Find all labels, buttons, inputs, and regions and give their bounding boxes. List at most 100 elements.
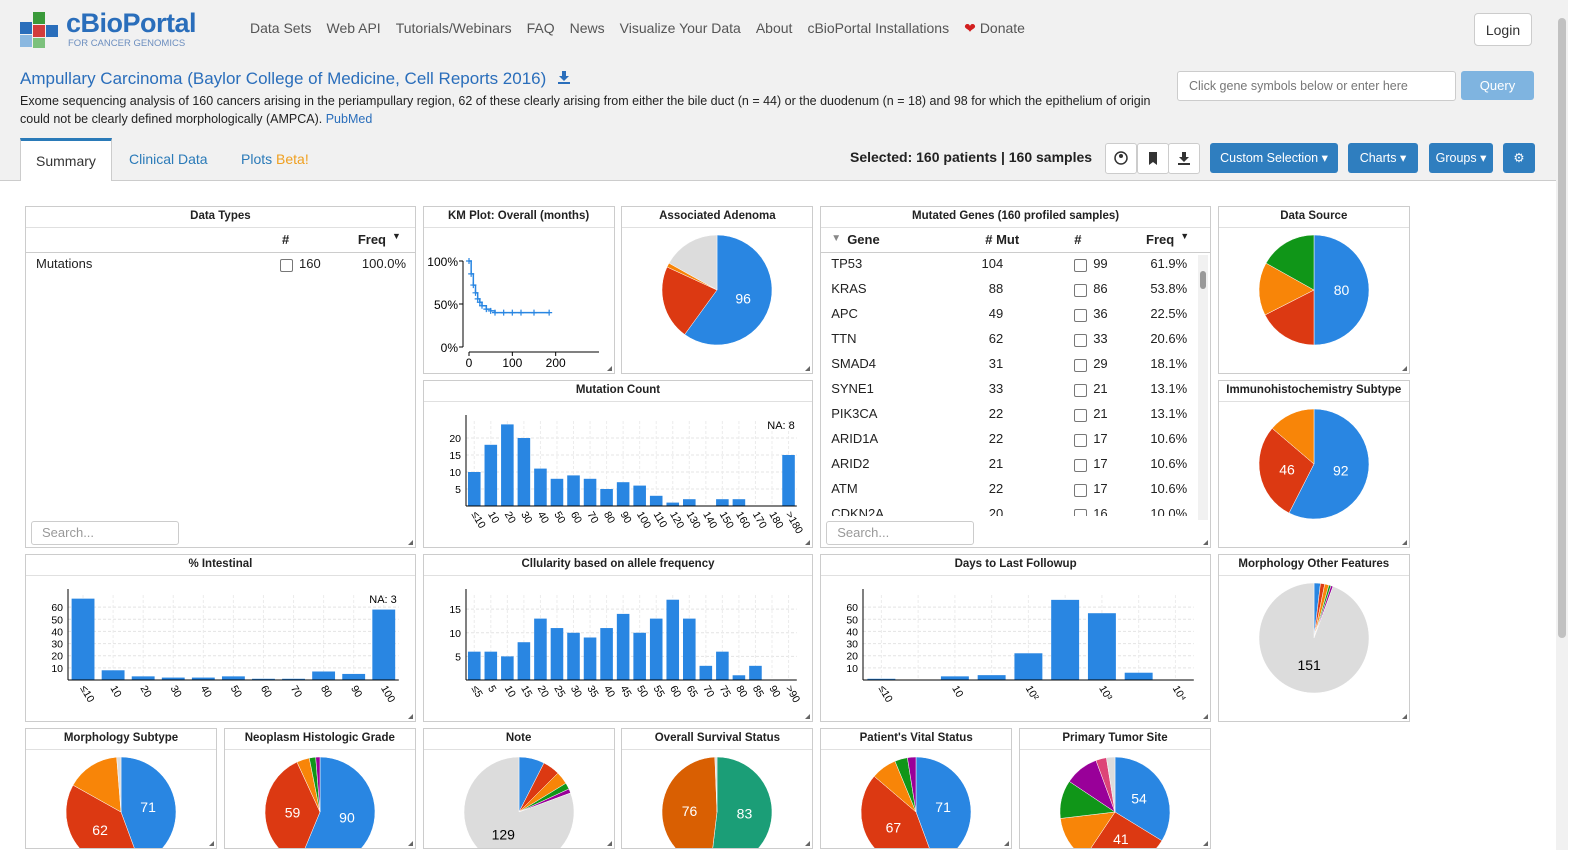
bar[interactable] <box>282 678 305 680</box>
pie-slice[interactable] <box>714 756 718 813</box>
pie-slice[interactable] <box>264 761 321 848</box>
pie-slice[interactable] <box>662 756 718 848</box>
bar[interactable] <box>732 499 745 506</box>
resize-handle[interactable] <box>606 366 612 371</box>
nav-item[interactable]: Data Sets <box>250 20 311 37</box>
bar[interactable] <box>682 618 696 680</box>
groups-button[interactable]: Groups ▾ <box>1429 143 1493 173</box>
resize-handle[interactable] <box>407 540 413 545</box>
pie-slice[interactable] <box>72 756 122 813</box>
nav-label[interactable]: Data Sets <box>250 20 312 36</box>
button-label[interactable]: Charts <box>1359 151 1397 165</box>
gene-input[interactable]: Click gene symbols below or enter here <box>1177 71 1456 101</box>
checkbox[interactable] <box>1074 259 1088 272</box>
bar[interactable] <box>517 642 530 680</box>
bar[interactable] <box>566 632 580 680</box>
scrollbar-thumb[interactable] <box>1558 18 1566 638</box>
resize-handle[interactable] <box>805 366 811 371</box>
charts-button[interactable]: Charts ▾ <box>1348 143 1418 173</box>
bar[interactable] <box>599 489 613 506</box>
pie-slice[interactable] <box>116 756 122 813</box>
nav-item[interactable]: Web API <box>326 20 380 37</box>
resize-handle[interactable] <box>805 714 811 719</box>
pie-slice[interactable] <box>1258 262 1315 316</box>
bar[interactable] <box>649 495 663 506</box>
resize-handle[interactable] <box>1202 540 1208 545</box>
study-title[interactable]: Ampullary Carcinoma (Baylor College of M… <box>20 69 571 89</box>
pie-slice[interactable] <box>907 756 917 813</box>
nav-label[interactable]: Visualize Your Data <box>619 20 741 36</box>
bar[interactable] <box>1088 613 1117 680</box>
pie-slice[interactable] <box>315 756 321 813</box>
pie-slice[interactable] <box>1084 811 1163 848</box>
resize-handle[interactable] <box>606 841 612 846</box>
bar[interactable] <box>71 598 95 680</box>
bar[interactable] <box>941 676 970 680</box>
table-cell[interactable]: ARID2 <box>831 456 870 471</box>
bar[interactable] <box>583 637 596 681</box>
pie-slice[interactable] <box>1288 408 1370 520</box>
table-cell[interactable]: ATM <box>831 481 858 496</box>
bar[interactable] <box>1014 653 1043 680</box>
bar[interactable] <box>583 478 596 506</box>
pubmed-link[interactable]: PubMed <box>325 112 373 126</box>
bar[interactable] <box>467 651 481 680</box>
bar[interactable] <box>252 678 275 680</box>
checkbox[interactable] <box>1074 409 1088 422</box>
pie-slice[interactable] <box>120 756 177 848</box>
resize-handle[interactable] <box>805 540 811 545</box>
search-input[interactable]: Search... <box>31 521 179 545</box>
resize-handle[interactable] <box>1401 540 1407 545</box>
pie-slice[interactable] <box>1271 408 1315 465</box>
button-label[interactable]: Custom Selection <box>1220 151 1319 165</box>
bar[interactable] <box>632 485 646 506</box>
bar[interactable] <box>632 632 646 680</box>
nav-item[interactable]: Tutorials/Webinars <box>396 20 512 37</box>
bar[interactable] <box>666 502 679 506</box>
bar[interactable] <box>500 656 514 680</box>
nav-label[interactable]: News <box>569 20 605 36</box>
resize-handle[interactable] <box>407 714 413 719</box>
pie-slice[interactable] <box>299 756 376 848</box>
resize-handle[interactable] <box>209 841 214 846</box>
bar[interactable] <box>533 618 547 680</box>
pie-slice[interactable] <box>1265 234 1315 291</box>
patient-icon-button[interactable] <box>1105 143 1137 174</box>
table-cell[interactable]: TP53 <box>831 256 863 271</box>
bar[interactable] <box>699 665 712 680</box>
checkbox[interactable] <box>1074 434 1088 447</box>
bar[interactable] <box>550 478 563 506</box>
table-scroll-thumb[interactable] <box>1199 271 1206 289</box>
pie-slice[interactable] <box>1106 756 1116 813</box>
bar[interactable] <box>1124 672 1153 680</box>
nav-label[interactable]: About <box>755 20 793 36</box>
pie-slice[interactable] <box>915 756 972 848</box>
bar[interactable] <box>342 673 366 680</box>
bar[interactable] <box>977 675 1006 680</box>
table-cell[interactable]: APC <box>831 306 858 321</box>
bar[interactable] <box>867 678 896 680</box>
checkbox[interactable] <box>1074 509 1088 516</box>
bar[interactable] <box>500 424 514 506</box>
bar[interactable] <box>517 438 530 506</box>
bar[interactable] <box>715 651 729 680</box>
bar[interactable] <box>467 472 481 506</box>
tab[interactable]: Summary <box>20 138 112 181</box>
pie-slice[interactable] <box>1313 234 1370 346</box>
bar[interactable] <box>748 665 762 680</box>
query-label[interactable]: Query <box>1479 78 1516 93</box>
table-cell[interactable]: CDKN2A <box>831 506 884 516</box>
bar[interactable] <box>484 651 497 680</box>
bookmark-button[interactable] <box>1137 143 1169 174</box>
bar[interactable] <box>221 676 245 680</box>
bar[interactable] <box>566 475 580 506</box>
login-button[interactable]: Login <box>1474 13 1532 46</box>
nav-label[interactable]: Donate <box>979 20 1025 36</box>
nav-item[interactable]: cBioPortal Installations <box>807 20 949 37</box>
pie-slice[interactable] <box>65 784 140 848</box>
resize-handle[interactable] <box>1401 714 1407 719</box>
bar[interactable] <box>649 618 663 680</box>
nav-item[interactable]: ❤ Donate <box>964 20 1025 37</box>
bar[interactable] <box>484 444 497 506</box>
bar[interactable] <box>715 499 729 506</box>
